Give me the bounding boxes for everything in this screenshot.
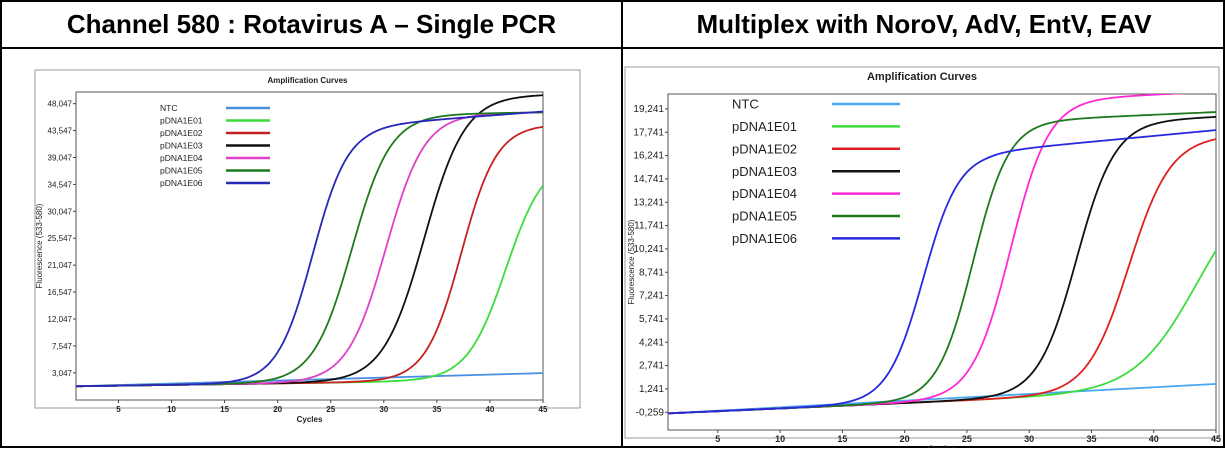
legend-label: pDNA1E01: [160, 115, 203, 125]
chart-panel-left: Amplification Curves 3,047 7,547 12,047 16,5…: [2, 50, 621, 448]
y-tick-label: 13,241: [633, 197, 664, 208]
series-line-ntc: [76, 372, 543, 388]
x-tick-label: 45: [1211, 434, 1221, 444]
y-tick-label: 1,241: [639, 384, 664, 395]
x-tick-label: 25: [326, 405, 335, 414]
y-tick-label: -0,259: [636, 407, 665, 418]
x-tick-label: 5: [715, 434, 720, 444]
y-tick-label: 43,547: [48, 127, 73, 136]
legend-label: pDNA1E01: [732, 119, 797, 134]
chart-title: Amplification Curves: [267, 76, 348, 85]
y-tick-label: 7,241: [639, 291, 664, 302]
chart-panel-right: Amplification Curves -0,259 1,241 2,741 4,24…: [624, 50, 1224, 453]
amplification-chart-right: Amplification Curves -0,259 1,241 2,741 4,24…: [624, 66, 1221, 453]
x-tick-label: 20: [900, 434, 910, 444]
x-tick-label: 20: [273, 405, 282, 414]
legend-label: pDNA1E06: [732, 231, 797, 246]
series-group: [668, 94, 1216, 415]
x-tick-label: 25: [962, 434, 972, 444]
legend-label: pDNA1E03: [160, 140, 203, 150]
y-tick-label: 4,241: [639, 337, 664, 348]
chart-frame: [34, 69, 581, 409]
y-tick-label: 5,741: [639, 314, 664, 325]
legend-label: pDNA1E02: [732, 141, 797, 156]
y-tick-label: 8,741: [639, 267, 664, 278]
legend-label: pDNA1E04: [160, 153, 203, 163]
y-tick-label: 10,241: [633, 244, 664, 255]
x-axis-label: Cycles: [927, 444, 956, 448]
y-tick-label: 2,741: [639, 361, 664, 372]
y-tick-label: 12,047: [48, 315, 73, 324]
x-tick-label: 15: [220, 405, 229, 414]
legend-label: pDNA1E04: [732, 186, 797, 201]
y-tick-label: 11,741: [634, 221, 664, 232]
chart-title: Amplification Curves: [867, 71, 977, 83]
x-tick-label: 10: [775, 434, 785, 444]
y-tick-label: 39,047: [48, 154, 73, 163]
legend-label: NTC: [160, 103, 177, 113]
x-tick-label: 45: [539, 405, 548, 414]
legend-label: pDNA1E05: [732, 209, 797, 224]
x-tick-label: 10: [167, 405, 176, 414]
y-tick-label: 25,547: [48, 234, 73, 243]
y-tick-label: 3,047: [52, 369, 73, 378]
series-line-pdna1e06: [668, 129, 1216, 415]
chart-legend: NTC pDNA1E01 pDNA1E02 pDNA1E03 pDNA1E04 pDNA1…: [160, 103, 270, 188]
y-tick-label: 48,047: [48, 100, 73, 109]
x-tick-label: 35: [432, 405, 441, 414]
y-axis-label: Fluorescence (533-580): [627, 219, 636, 304]
legend-label: pDNA1E03: [732, 164, 797, 179]
y-tick-label: 16,547: [48, 288, 73, 297]
legend-label: NTC: [732, 97, 759, 112]
x-tick-label: 35: [1086, 434, 1096, 444]
legend-label: pDNA1E02: [160, 128, 203, 138]
chart-legend: NTC pDNA1E01 pDNA1E02 pDNA1E03 pDNA1E04 pDNA1…: [732, 97, 900, 246]
plot-area: [667, 93, 1217, 431]
y-tick-label: 7,547: [52, 342, 73, 351]
y-tick-label: 16,241: [633, 151, 664, 162]
x-tick-label: 15: [837, 434, 847, 444]
x-tick-label: 40: [485, 405, 494, 414]
x-tick-label: 5: [116, 405, 121, 414]
legend-label: pDNA1E06: [160, 178, 203, 188]
series-line-pdna1e06: [76, 110, 543, 388]
plot-area: [75, 91, 544, 401]
chart-frame: [624, 66, 1220, 439]
series-group: [76, 94, 543, 388]
amplification-chart-left: Amplification Curves 3,047 7,547 12,047 16,5…: [34, 69, 581, 424]
header-right: Multiplex with NoroV, AdV, EntV, EAV: [696, 8, 1152, 39]
y-tick-label: 17,741: [633, 127, 664, 138]
y-tick-label: 19,241: [633, 104, 664, 115]
x-axis-label: Cycles: [297, 415, 323, 424]
x-tick-label: 30: [379, 405, 388, 414]
x-tick-label: 30: [1024, 434, 1034, 444]
x-tick-label: 40: [1149, 434, 1159, 444]
legend-label: pDNA1E05: [160, 165, 203, 175]
header-left: Channel 580 : Rotavirus A – Single PCR: [66, 8, 557, 39]
y-tick-label: 14,741: [633, 174, 664, 185]
y-tick-label: 34,547: [48, 180, 73, 189]
y-tick-label: 30,047: [48, 207, 73, 216]
y-tick-label: 21,047: [48, 261, 73, 270]
y-axis-label: Fluorescence (533-580): [35, 203, 44, 288]
